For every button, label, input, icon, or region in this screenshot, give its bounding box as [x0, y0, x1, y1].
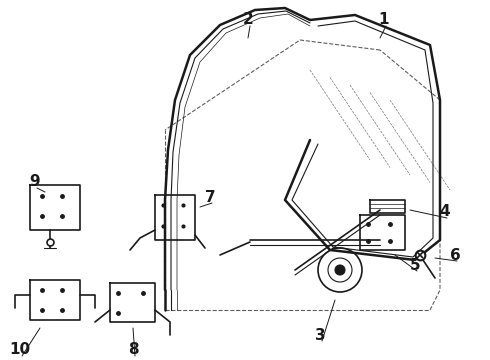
Text: 8: 8 [128, 342, 138, 357]
Text: 1: 1 [379, 13, 389, 27]
Text: 9: 9 [30, 175, 40, 189]
Circle shape [335, 265, 345, 275]
Text: 6: 6 [450, 248, 461, 262]
Text: 2: 2 [243, 13, 253, 27]
Text: 10: 10 [9, 342, 30, 357]
Text: 7: 7 [205, 189, 215, 204]
Text: 5: 5 [410, 257, 420, 273]
Text: 3: 3 [315, 328, 325, 342]
Text: 4: 4 [440, 204, 450, 220]
